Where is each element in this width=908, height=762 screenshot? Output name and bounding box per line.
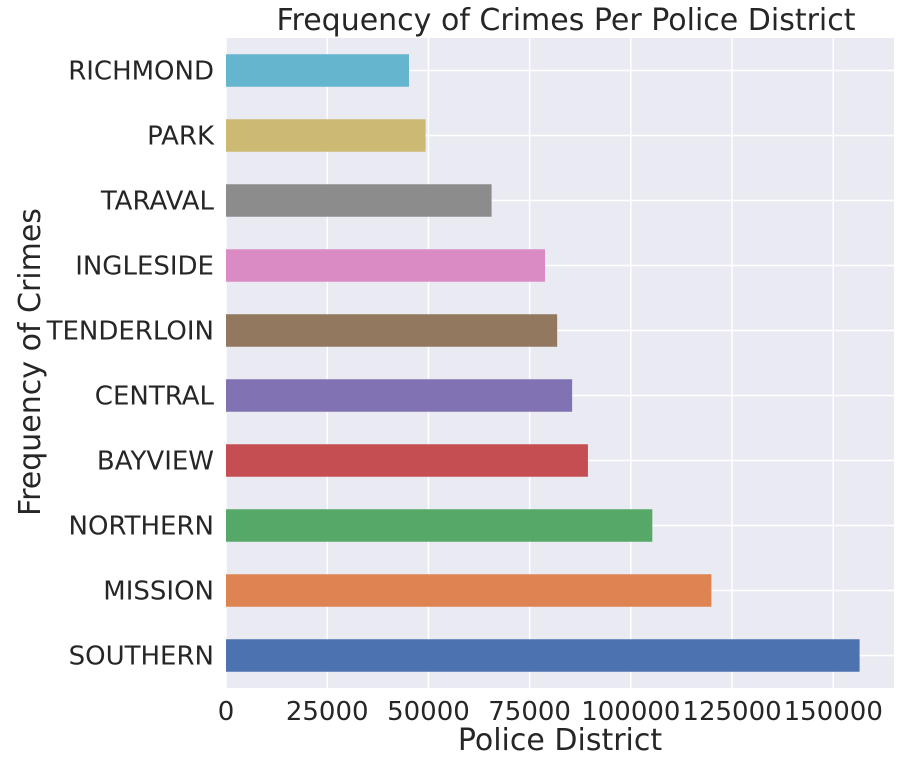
y-tick-label: NORTHERN (69, 512, 214, 542)
y-tick-label: PARK (147, 122, 215, 152)
bar-mission (226, 574, 712, 607)
x-tick-label: 100000 (581, 697, 680, 727)
y-tick-label: CENTRAL (95, 382, 215, 412)
bars (226, 54, 860, 672)
y-tick-label: INGLESIDE (75, 252, 214, 282)
y-axis-label: Frequency of Crimes (13, 208, 48, 516)
bar-central (226, 379, 573, 412)
x-tick-label: 75000 (488, 697, 571, 727)
bar-tenderloin (226, 314, 558, 347)
x-tick-labels: 0 25000 50000 75000 100000 125000 150000 (218, 697, 883, 727)
bar-richmond (226, 54, 409, 87)
x-tick-label: 125000 (682, 697, 781, 727)
x-tick-label: 25000 (286, 697, 369, 727)
bar-northern (226, 509, 653, 542)
x-tick-label: 0 (218, 697, 235, 727)
y-tick-label: RICHMOND (68, 57, 214, 87)
y-tick-label: BAYVIEW (97, 447, 214, 477)
bar-park (226, 119, 426, 152)
x-tick-label: 150000 (784, 697, 883, 727)
y-tick-labels: SOUTHERN MISSION NORTHERN BAYVIEW CENTRAL TEN… (46, 57, 215, 672)
y-tick-label: TARAVAL (100, 187, 215, 217)
bar-taraval (226, 184, 492, 217)
bar-southern (226, 639, 860, 672)
chart-title: Frequency of Crimes Per Police District (276, 3, 855, 38)
x-tick-label: 50000 (387, 697, 470, 727)
bar-ingleside (226, 249, 546, 282)
bar-bayview (226, 444, 588, 477)
x-axis-label: Police District (458, 723, 663, 758)
y-tick-label: SOUTHERN (69, 642, 214, 672)
y-tick-label: MISSION (103, 577, 214, 607)
y-tick-label: TENDERLOIN (46, 317, 214, 347)
